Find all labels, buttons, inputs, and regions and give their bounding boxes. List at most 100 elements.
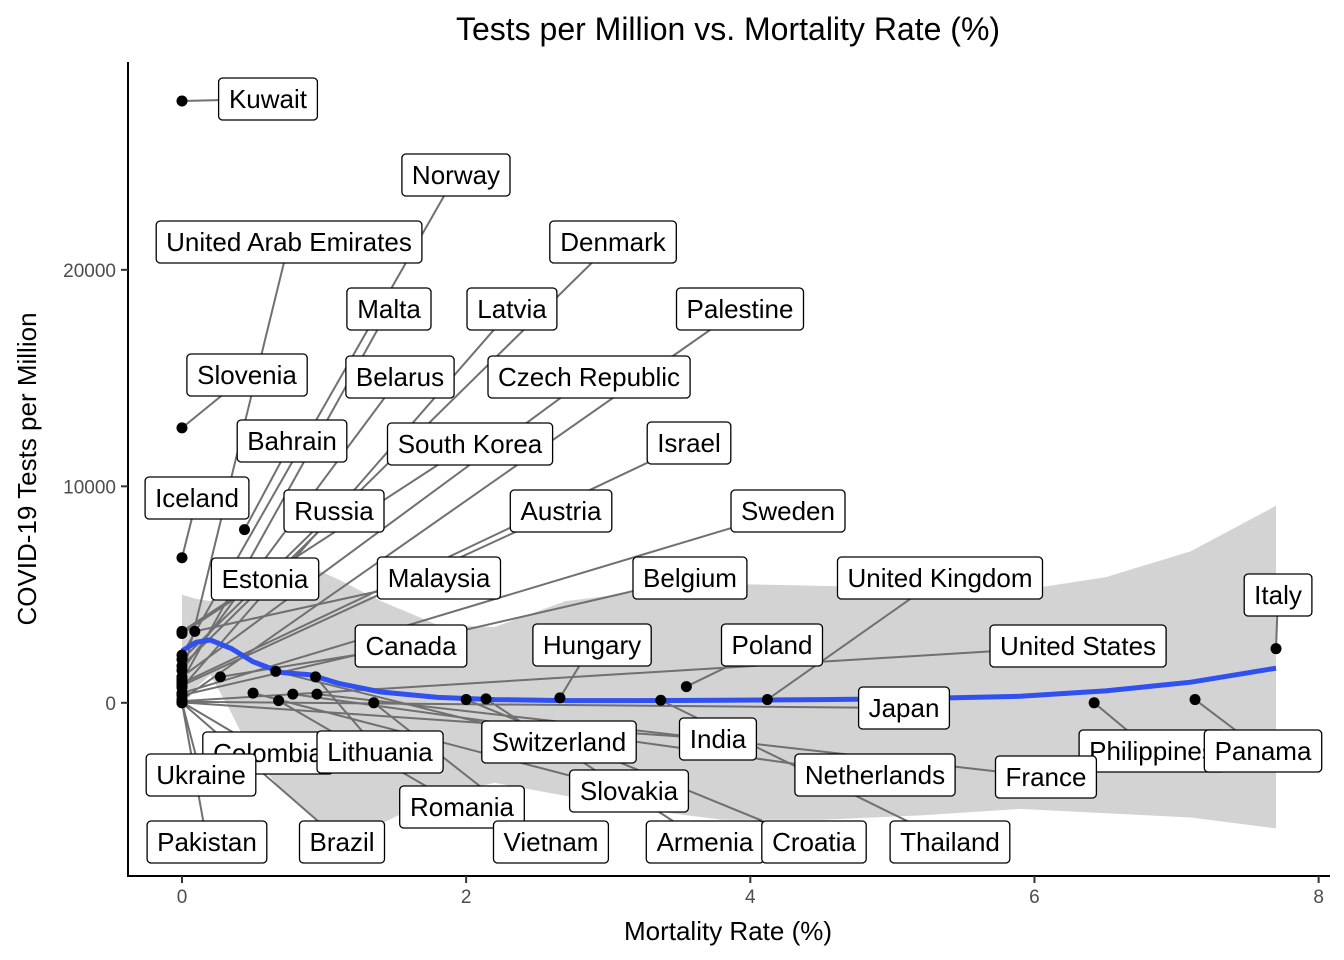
- label-text: United Arab Emirates: [166, 227, 412, 257]
- label-box: [675, 287, 805, 331]
- label-bahrain: Bahrain: [236, 419, 348, 463]
- label-text: Norway: [412, 160, 500, 190]
- label-romania: Romania: [399, 785, 525, 829]
- label-box: [217, 77, 319, 121]
- label-text: Sweden: [741, 496, 835, 526]
- label-text: Switzerland: [492, 727, 626, 757]
- data-point-thailand: [655, 694, 667, 706]
- label-india: India: [678, 717, 758, 761]
- y-tick-label: 10000: [63, 477, 116, 498]
- label-text: France: [1006, 762, 1087, 792]
- data-point-estonia: [176, 628, 188, 640]
- label-text: Ukraine: [156, 760, 246, 790]
- label-norway: Norway: [401, 153, 511, 197]
- label-text: Pakistan: [157, 827, 257, 857]
- data-point-iceland: [176, 552, 188, 564]
- label-text: Malaysia: [388, 563, 491, 593]
- data-point-vietnam: [368, 697, 380, 709]
- label-box: [186, 353, 308, 397]
- label-box: [509, 489, 613, 533]
- data-point-lithuania: [310, 671, 322, 683]
- label-armenia: Armenia: [645, 820, 765, 864]
- data-point-malaysia: [189, 625, 201, 637]
- label-box: [1243, 573, 1313, 617]
- label-denmark: Denmark: [549, 220, 677, 264]
- data-point-romania: [273, 695, 285, 707]
- label-box: [761, 820, 867, 864]
- data-point-united-kingdom: [761, 694, 773, 706]
- label-netherlands: Netherlands: [794, 753, 956, 797]
- label-south-korea: South Korea: [386, 422, 554, 466]
- label-text: Philippines: [1089, 736, 1215, 766]
- label-box: [155, 220, 423, 264]
- label-text: Iceland: [155, 483, 239, 513]
- label-text: Brazil: [309, 827, 374, 857]
- data-point-philippines: [1088, 697, 1100, 709]
- label-italy: Italy: [1243, 573, 1313, 617]
- label-slovenia: Slovenia: [186, 353, 308, 397]
- label-text: Netherlands: [805, 760, 945, 790]
- label-lithuania: Lithuania: [316, 730, 444, 774]
- label-box: [481, 720, 637, 764]
- x-tick-label: 2: [461, 887, 472, 908]
- connector-sweden: [181, 510, 789, 695]
- label-israel: Israel: [646, 421, 732, 465]
- label-philippines: Philippines: [1078, 729, 1226, 773]
- data-point-croatia: [460, 694, 472, 706]
- label-text: Belgium: [643, 563, 737, 593]
- label-text: Lithuania: [327, 737, 433, 767]
- label-text: Latvia: [477, 294, 547, 324]
- label-text: Poland: [732, 630, 813, 660]
- label-text: United States: [1000, 631, 1156, 661]
- label-box: [210, 557, 320, 601]
- label-box: [354, 624, 468, 668]
- label-malaysia: Malaysia: [376, 556, 502, 600]
- label-box: [466, 287, 558, 331]
- label-text: Denmark: [560, 227, 666, 257]
- label-text: South Korea: [398, 429, 543, 459]
- label-kuwait: Kuwait: [217, 77, 319, 121]
- label-box: [145, 753, 257, 797]
- connector-japan: [181, 700, 905, 709]
- data-point-kuwait: [176, 95, 188, 107]
- data-point-slovenia: [176, 422, 188, 434]
- label-sweden: Sweden: [730, 489, 846, 533]
- label-box: [487, 355, 691, 399]
- label-malta: Malta: [346, 287, 432, 331]
- data-point-netherlands: [287, 688, 299, 700]
- label-czech-republic: Czech Republic: [487, 355, 691, 399]
- data-point-brazil: [176, 697, 188, 709]
- label-box: [857, 686, 951, 730]
- label-austria: Austria: [509, 489, 613, 533]
- x-tick-label: 4: [745, 887, 756, 908]
- label-poland: Poland: [720, 623, 824, 667]
- label-text: Hungary: [543, 630, 641, 660]
- label-box: [236, 419, 348, 463]
- label-panama: Panama: [1203, 729, 1323, 773]
- label-text: Belarus: [356, 362, 444, 392]
- x-tick-label: 6: [1029, 887, 1040, 908]
- label-text: Japan: [869, 693, 940, 723]
- x-axis-title: Mortality Rate (%): [624, 916, 832, 946]
- label-box: [730, 489, 846, 533]
- label-box: [794, 753, 956, 797]
- label-text: India: [690, 724, 747, 754]
- data-point-poland: [680, 681, 692, 693]
- label-switzerland: Switzerland: [481, 720, 637, 764]
- label-text: Malta: [357, 294, 421, 324]
- label-box: [568, 769, 690, 813]
- label-text: Czech Republic: [498, 362, 680, 392]
- label-box: [386, 422, 554, 466]
- label-france: France: [994, 755, 1098, 799]
- label-belgium: Belgium: [632, 556, 748, 600]
- label-box: [492, 820, 610, 864]
- label-vietnam: Vietnam: [492, 820, 610, 864]
- data-point-slovakia: [247, 687, 259, 699]
- label-box: [632, 556, 748, 600]
- label-box: [146, 820, 268, 864]
- label-text: Vietnam: [504, 827, 599, 857]
- label-text: Russia: [294, 496, 374, 526]
- label-text: Romania: [410, 792, 515, 822]
- label-united-states: United States: [989, 624, 1167, 668]
